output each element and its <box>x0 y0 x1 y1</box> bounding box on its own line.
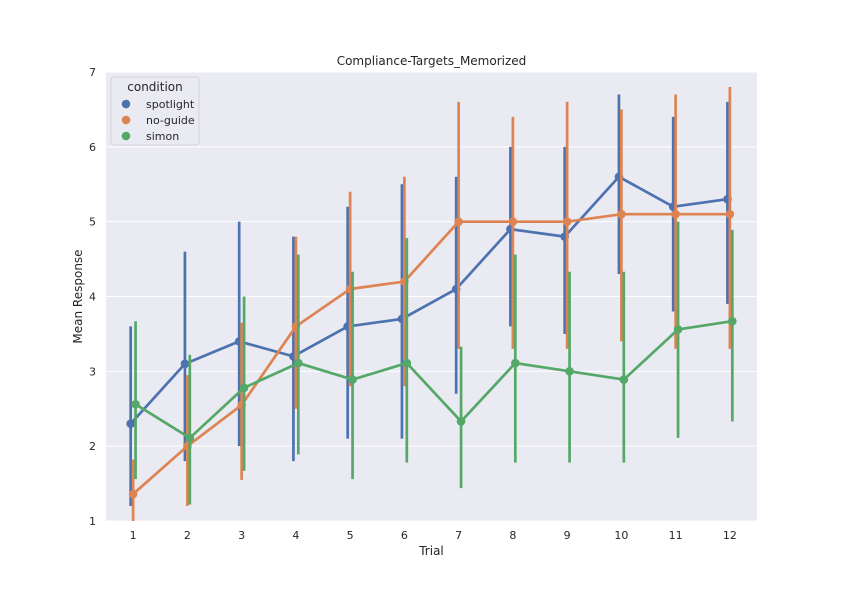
data-point <box>185 433 195 443</box>
data-point <box>619 375 629 384</box>
series-simon <box>131 221 737 505</box>
x-tick-label: 10 <box>614 529 628 542</box>
data-point <box>454 217 463 226</box>
legend-marker <box>121 99 131 109</box>
x-tick-label: 9 <box>564 529 571 542</box>
x-tick-label: 5 <box>347 529 354 542</box>
y-axis-title: Mean Response <box>71 249 85 343</box>
data-point <box>673 325 683 334</box>
y-tick-label: 5 <box>89 216 96 229</box>
y-axis-ticks: 1 2 3 4 5 6 7 <box>89 66 96 528</box>
x-tick-label: 1 <box>130 529 137 542</box>
series-line <box>129 175 728 425</box>
legend-items: spotlight no-guide simon <box>121 98 195 143</box>
y-tick-label: 4 <box>89 291 96 304</box>
gridlines <box>106 71 757 522</box>
legend-label: simon <box>146 130 179 143</box>
x-axis-title: Trial <box>418 544 444 558</box>
data-point <box>508 217 518 226</box>
data-point <box>617 209 626 219</box>
legend-marker <box>121 115 131 125</box>
data-point <box>671 209 680 219</box>
y-tick-label: 3 <box>89 365 96 378</box>
series-spotlight <box>126 94 732 507</box>
data-point <box>128 489 138 499</box>
y-tick-label: 6 <box>89 141 96 154</box>
x-tick-label: 12 <box>723 529 737 542</box>
data-point <box>131 399 140 409</box>
legend-title: condition <box>127 80 182 94</box>
data-point <box>511 358 520 368</box>
data-point <box>562 217 572 226</box>
x-tick-label: 2 <box>184 529 191 542</box>
data-point <box>728 316 737 326</box>
x-tick-label: 7 <box>455 529 462 542</box>
data-point <box>126 419 135 429</box>
x-axis-ticks: 1 2 3 4 5 6 7 8 9 10 11 12 <box>130 529 737 542</box>
data-point <box>725 209 735 219</box>
legend-marker <box>121 131 131 141</box>
data-point <box>565 367 574 376</box>
y-tick-label: 1 <box>89 515 96 528</box>
x-tick-label: 4 <box>292 529 299 542</box>
x-tick-label: 3 <box>238 529 245 542</box>
x-tick-label: 6 <box>401 529 408 542</box>
data-point <box>456 417 466 426</box>
data-point <box>294 358 303 368</box>
legend-label: no-guide <box>146 114 195 127</box>
series-line <box>132 212 730 496</box>
legend-label: spotlight <box>146 98 195 111</box>
data-point <box>180 359 190 369</box>
x-tick-label: 8 <box>509 529 516 542</box>
legend: condition spotlight no-guide simon <box>110 76 200 146</box>
data-point <box>348 375 357 384</box>
y-tick-label: 2 <box>89 440 96 453</box>
legend-box <box>110 76 200 146</box>
chart-title: Compliance-Targets_Memorized <box>337 54 527 68</box>
series-line <box>134 319 733 440</box>
data-point <box>402 358 412 368</box>
x-tick-label: 11 <box>669 529 683 542</box>
data-point <box>239 383 249 393</box>
series-layer <box>126 86 737 521</box>
y-tick-label: 7 <box>89 66 96 79</box>
